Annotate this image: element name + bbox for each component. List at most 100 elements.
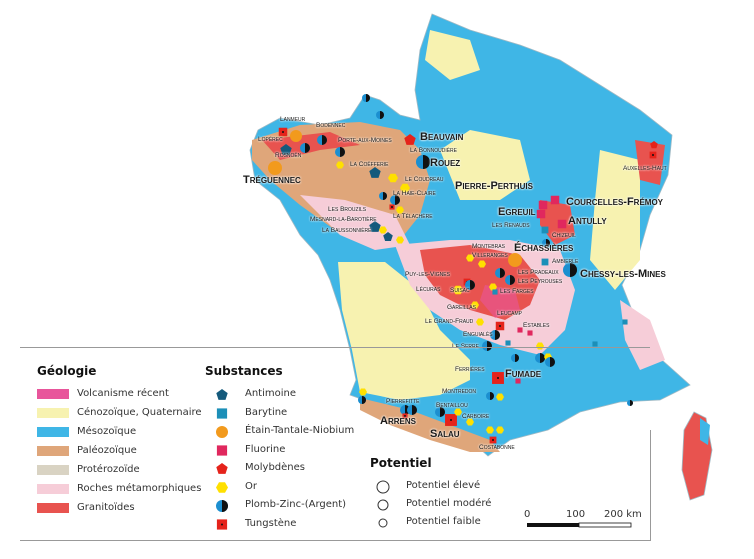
site-label: Auxelles-Haut [623, 165, 667, 172]
site-label: Échassières [514, 242, 574, 254]
site-label: Le Coudreau [405, 176, 444, 183]
site-label: Lopérec [258, 136, 283, 143]
geology-legend-label: Paléozoïque [77, 445, 137, 456]
deposit-marker [388, 173, 398, 183]
deposit-marker [517, 327, 523, 333]
deposit-marker [379, 226, 387, 234]
deposit-marker [466, 254, 474, 262]
site-label: Salau [430, 428, 460, 440]
deposit-marker [538, 200, 548, 210]
site-label: Les Brouzils [328, 206, 367, 213]
site-label: Chessy-les-Mines [580, 268, 666, 280]
geology-swatch [37, 427, 69, 437]
half-circle-dark-icon [412, 405, 417, 415]
site-label: Bodennec [316, 122, 346, 129]
deposit-marker [550, 195, 560, 205]
site-label: Rosnoën [275, 152, 302, 159]
half-circle-dark-icon [423, 155, 430, 169]
substance-legend-label: Or [245, 480, 257, 492]
deposit-marker [557, 219, 567, 229]
legend-border [20, 540, 651, 541]
vosges-granite [635, 140, 665, 185]
site-label: Porte-aux-Moines [338, 137, 392, 144]
deposit-marker [478, 260, 486, 268]
site-label: Le Serre [452, 343, 479, 350]
tungsten-dot-icon [492, 439, 494, 441]
corsica-mesozoic [700, 418, 710, 445]
site-label: Villeranges [472, 252, 508, 259]
site-label: Ferrières [455, 366, 485, 373]
deposit-marker [453, 285, 463, 295]
morvan-granite [540, 200, 575, 245]
geology-legend-label: Protérozoïde [77, 464, 140, 475]
geology-legend-label: Volcanisme récent [77, 388, 169, 399]
half-circle-dark-icon [495, 330, 500, 340]
site-label: Les Renauds [492, 222, 530, 229]
geology-title: Géologie [37, 364, 97, 378]
alps-metamorphic [620, 300, 665, 370]
site-label: Pierrefitte [386, 398, 420, 405]
site-label: Estables [523, 322, 550, 329]
site-label: Montredon [442, 388, 477, 395]
substance-legend-label: Molybdènes [245, 462, 305, 473]
tungsten-dot-icon [404, 415, 406, 417]
potential-circle-icon [376, 480, 390, 494]
site-label: Suisac [450, 287, 470, 294]
pyrenees [360, 398, 500, 452]
half-circle-dark-icon [550, 357, 555, 367]
deposit-marker [541, 258, 549, 266]
site-label: Les Peyrouses [518, 278, 563, 285]
site-label: Bentaillou [436, 402, 468, 409]
half-circle-dark-icon [540, 353, 545, 363]
deposit-marker [541, 226, 549, 234]
site-label: Tréguennec [243, 174, 301, 186]
site-label: Leucamp [497, 310, 523, 317]
site-label: Beauvain [420, 131, 464, 143]
half-circle-dark-icon [500, 268, 505, 278]
tungsten-dot-icon [282, 131, 284, 133]
geology-swatch [37, 389, 69, 399]
deposit-marker [471, 301, 479, 309]
square-icon [216, 408, 228, 419]
substance-legend-label: Étain-Tantale-Niobium [245, 425, 355, 436]
half-circle-dark-icon [222, 500, 228, 512]
potential-legend-label: Potentiel élevé [406, 480, 481, 491]
deposit-marker [369, 221, 381, 232]
scale-label-200: 200 km [604, 509, 642, 520]
scale-bar [527, 522, 632, 528]
deposit-marker [400, 183, 410, 193]
north-cenozoic [425, 30, 480, 80]
half-circle-dark-icon [380, 111, 384, 119]
deposit-marker [536, 209, 546, 219]
massif-central-volcanic [480, 285, 520, 318]
geology-legend-label: Roches métamorphiques [77, 483, 202, 494]
hexagon-icon [216, 482, 228, 493]
rhine-cenozoic [590, 150, 640, 290]
tungsten-dot-icon [221, 523, 223, 526]
deposit-marker [359, 388, 367, 396]
potential-circle-icon [377, 499, 389, 511]
aquitaine-basin [338, 262, 470, 400]
site-label: Enguialès [463, 331, 493, 338]
site-label: Costabonne [479, 444, 515, 451]
site-label: Puy-les-Vignes [405, 271, 450, 278]
deposit-marker [454, 408, 462, 416]
deposit-marker [496, 426, 504, 434]
armorican-metamorphic [300, 195, 410, 250]
legend-icons [216, 389, 390, 530]
substances-title: Substances [205, 364, 283, 378]
geology-swatch [37, 465, 69, 475]
deposit-marker [496, 393, 504, 401]
half-circle-dark-icon [440, 407, 445, 417]
geology-swatch [37, 484, 69, 494]
deposit-marker [527, 330, 533, 336]
half-circle-dark-icon [366, 94, 370, 102]
site-label: Gareillas [447, 304, 476, 311]
half-circle-dark-icon [487, 341, 492, 351]
substance-legend-label: Antimoine [245, 388, 297, 399]
half-circle-dark-icon [362, 396, 366, 404]
tungsten-dot-icon [450, 419, 452, 421]
substance-legend-label: Fluorine [245, 443, 286, 455]
deposit-marker [489, 283, 497, 291]
